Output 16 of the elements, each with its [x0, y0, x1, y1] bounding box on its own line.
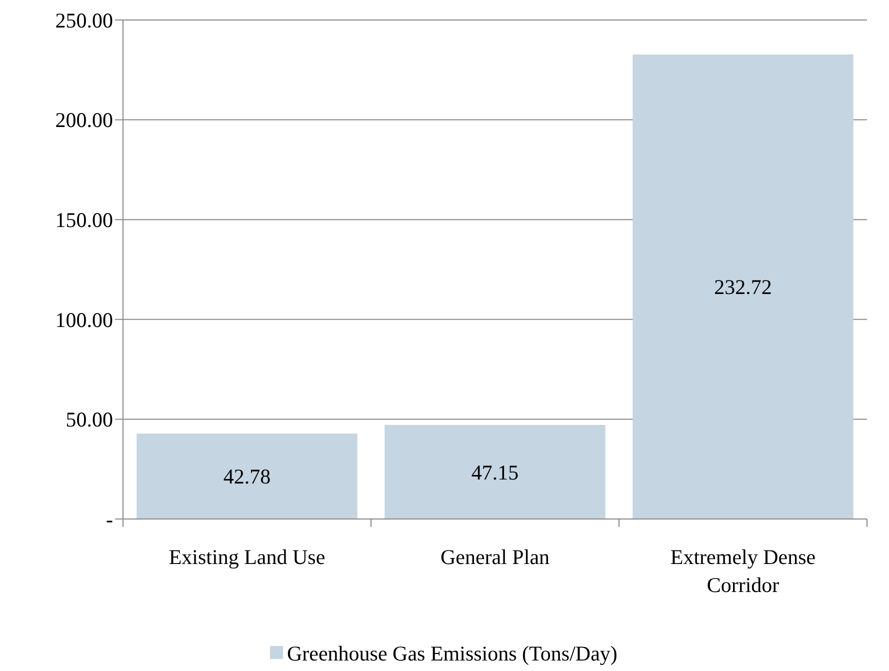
- data-label: 47.15: [471, 460, 519, 484]
- y-tick-label: 50.00: [66, 408, 113, 432]
- data-label: 42.78: [223, 464, 271, 489]
- data-label: 232.72: [714, 275, 772, 300]
- y-tick-label: 200.00: [55, 108, 113, 132]
- y-tick-label: 150.00: [55, 208, 113, 232]
- legend-label: Greenhouse Gas Emissions (Tons/Day): [287, 641, 618, 666]
- x-tick-label: Existing Land Use: [168, 545, 326, 569]
- y-tick-label: 250.00: [55, 8, 113, 32]
- y-tick-label: -: [106, 507, 113, 532]
- bar: [136, 434, 358, 519]
- y-tick-label: 100.00: [55, 308, 113, 332]
- bar: [632, 54, 854, 519]
- x-tick-label: Extremely Dense Corridor: [670, 545, 816, 597]
- bar: [384, 424, 606, 519]
- x-tick-label: General Plan: [440, 545, 550, 569]
